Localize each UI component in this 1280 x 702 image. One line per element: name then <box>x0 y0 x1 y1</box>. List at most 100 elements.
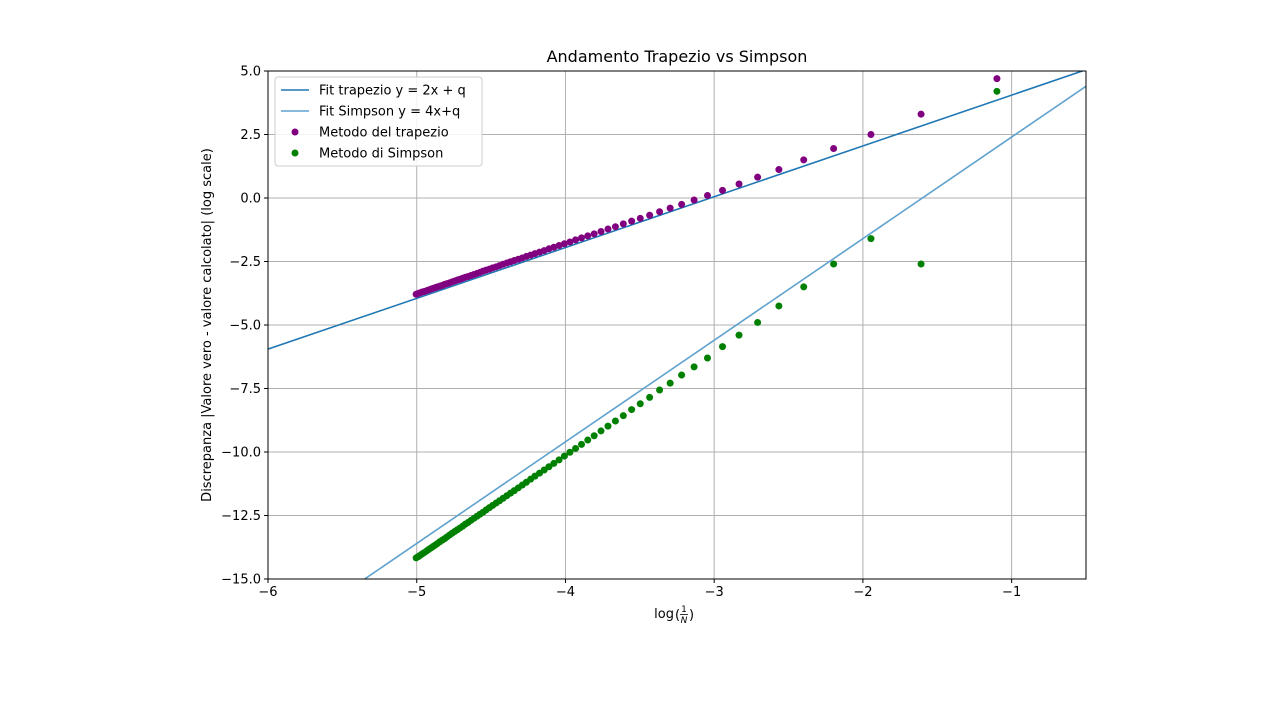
data-point <box>636 214 644 222</box>
data-point <box>867 235 875 243</box>
x-axis-label-paren-close: ) <box>689 608 694 623</box>
data-point <box>735 331 743 339</box>
data-point <box>719 343 727 351</box>
data-point <box>619 220 627 228</box>
x-tick-label: −4 <box>556 585 575 600</box>
fit-lines <box>268 71 1086 579</box>
y-axis-label: Discrepanza |Valore vero - valore calcol… <box>200 148 215 502</box>
legend-entry-fit-simpson: Fit Simpson y = 4x+q <box>281 105 460 120</box>
data-point <box>604 422 612 430</box>
x-tick-label: −6 <box>258 585 277 600</box>
axis-ticks: −6 −5 −4 −3 −2 −1 −15.0 −12.5 −10.0 −7.5 −5.0 −2.5 0… <box>221 65 1021 601</box>
x-tick-label: −3 <box>705 585 724 600</box>
fit-line-trapezio <box>268 71 1085 350</box>
data-point <box>597 228 605 236</box>
legend-box <box>274 76 483 167</box>
series-trapezio <box>412 75 1001 298</box>
data-point <box>678 371 686 379</box>
data-point <box>678 200 686 208</box>
scatter-points <box>412 75 1001 562</box>
data-point <box>566 448 574 456</box>
data-point <box>590 230 598 238</box>
data-point <box>754 318 762 326</box>
data-point <box>584 436 592 444</box>
grid <box>267 70 1086 580</box>
data-point <box>656 386 664 394</box>
legend-dot-swatch <box>291 149 299 157</box>
y-tick-label: −5.0 <box>229 319 261 334</box>
data-point <box>775 166 783 174</box>
data-point <box>735 180 743 188</box>
data-point <box>775 302 783 310</box>
legend-label: Metodo di Simpson <box>319 147 443 162</box>
data-point <box>646 393 654 401</box>
legend-label: Fit Simpson y = 4x+q <box>319 105 460 120</box>
data-point <box>830 144 838 152</box>
x-axis-label-denominator: N <box>681 616 688 626</box>
data-point <box>584 232 592 240</box>
data-point <box>690 363 698 371</box>
data-point <box>412 554 420 562</box>
data-point <box>690 196 698 204</box>
data-point <box>666 379 674 387</box>
x-axis-label-paren-open: ( <box>675 608 680 623</box>
data-point <box>628 406 636 414</box>
x-tick-label: −1 <box>1002 585 1021 600</box>
x-axis-label-text: log <box>654 607 674 622</box>
data-point <box>830 260 838 268</box>
chart-title: Andamento Trapezio vs Simpson <box>547 47 808 66</box>
data-point <box>867 131 875 138</box>
y-tick-label: 2.5 <box>240 128 261 143</box>
data-point <box>703 354 711 362</box>
fit-line-simpson <box>363 85 1086 579</box>
data-point <box>578 234 586 242</box>
data-point <box>754 173 762 181</box>
data-point <box>656 208 664 216</box>
y-tick-label: −15.0 <box>221 573 261 588</box>
data-point <box>917 110 925 118</box>
data-point <box>560 240 568 248</box>
data-point <box>628 217 636 225</box>
data-point <box>590 432 598 440</box>
y-tick-label: −12.5 <box>221 509 261 524</box>
x-tick-label: −2 <box>853 585 872 600</box>
data-point <box>597 427 605 435</box>
legend-dot-swatch <box>291 128 299 136</box>
x-axis-label-numerator: 1 <box>681 605 687 615</box>
legend-label: Fit trapezio y = 2x + q <box>319 84 466 99</box>
data-point <box>800 156 808 164</box>
legend: Fit trapezio y = 2x + q Fit Simpson y = 4… <box>274 76 483 167</box>
legend-label: Metodo del trapezio <box>319 126 449 141</box>
data-point <box>646 211 654 219</box>
data-point <box>578 440 586 448</box>
data-point <box>666 204 674 212</box>
data-point <box>636 400 644 408</box>
data-point <box>703 191 711 199</box>
data-point <box>993 87 1001 95</box>
series-simpson <box>412 87 1001 562</box>
data-point <box>550 459 558 467</box>
y-tick-label: 0.0 <box>240 192 261 207</box>
x-tick-label: −5 <box>407 585 426 600</box>
data-point <box>572 444 580 452</box>
y-tick-label: −2.5 <box>229 255 261 270</box>
legend-entry-simpson: Metodo di Simpson <box>291 147 443 162</box>
data-point <box>555 456 563 464</box>
legend-entry-fit-trapezio: Fit trapezio y = 2x + q <box>281 84 466 99</box>
data-point <box>917 260 925 268</box>
data-point <box>604 225 612 233</box>
data-point <box>412 290 420 298</box>
legend-entry-trapezio: Metodo del trapezio <box>291 126 449 141</box>
y-tick-label: −7.5 <box>229 382 261 397</box>
data-point <box>611 417 619 425</box>
data-point <box>619 412 627 420</box>
y-tick-label: 5.0 <box>240 65 261 80</box>
data-point <box>572 236 580 244</box>
data-point <box>719 186 727 194</box>
x-axis-label: log ( 1 N ) <box>654 605 694 626</box>
data-point <box>611 223 619 231</box>
data-point <box>993 75 1001 83</box>
data-point <box>566 238 574 246</box>
